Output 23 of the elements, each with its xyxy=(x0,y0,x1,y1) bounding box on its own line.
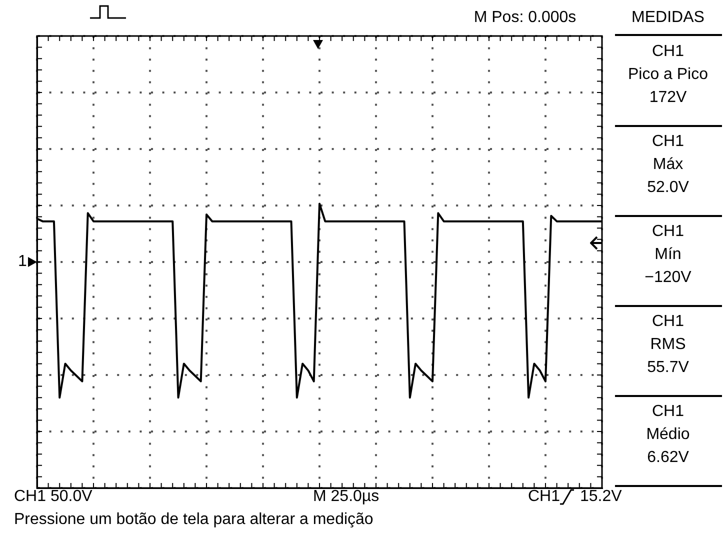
text: CH1 xyxy=(650,403,685,421)
text: M 25.0µs xyxy=(313,488,380,506)
text: 15.2V xyxy=(580,488,622,506)
text: CH1 xyxy=(528,488,560,506)
text: Médio xyxy=(645,426,691,444)
text: −120V xyxy=(644,269,692,287)
text: CH1 xyxy=(650,223,685,241)
text: MEDIDAS xyxy=(630,9,706,27)
text: CH1 xyxy=(650,43,685,61)
text: CH1 xyxy=(650,313,685,331)
text: Máx xyxy=(652,156,684,174)
text: 6.62V xyxy=(646,449,690,467)
text: 55.7V xyxy=(646,359,690,377)
text: 52.0V xyxy=(646,179,690,197)
text: 172V xyxy=(648,89,688,107)
text: CH1 50.0V xyxy=(14,488,92,506)
text: RMS xyxy=(649,336,687,354)
text: Mín xyxy=(654,246,682,264)
text: Pressione um botão de tela para alterar a medição xyxy=(14,511,374,529)
text: 1 xyxy=(18,253,27,271)
text: CH1 xyxy=(650,133,685,151)
text: M Pos: 0.000s xyxy=(472,9,578,27)
text: Pico a Pico xyxy=(626,66,710,84)
